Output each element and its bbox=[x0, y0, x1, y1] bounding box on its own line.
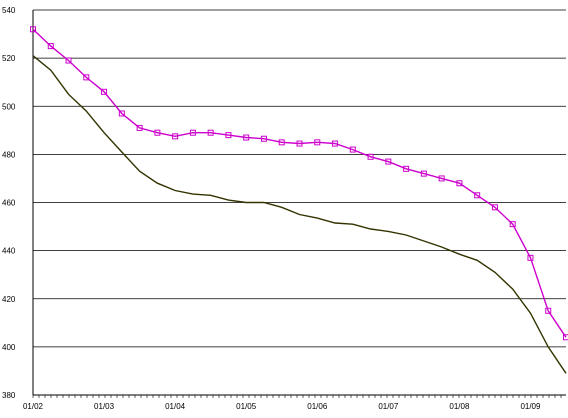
point-marker bbox=[30, 26, 36, 33]
y-tick-label: 460 bbox=[2, 199, 16, 208]
series-line bbox=[32, 55, 567, 374]
point-marker bbox=[225, 132, 232, 139]
point-marker bbox=[385, 158, 392, 165]
x-tick-label: 01/02 bbox=[23, 402, 44, 411]
point-marker bbox=[403, 165, 410, 172]
x-tick-label: 01/09 bbox=[520, 402, 541, 411]
point-marker bbox=[367, 153, 374, 160]
point-marker bbox=[474, 192, 481, 199]
point-marker bbox=[438, 175, 445, 182]
point-marker bbox=[332, 140, 339, 147]
point-marker bbox=[491, 204, 498, 211]
point-marker bbox=[563, 334, 568, 341]
x-tick-label: 01/03 bbox=[94, 402, 115, 411]
point-marker bbox=[47, 43, 54, 50]
y-tick-label: 420 bbox=[2, 295, 16, 304]
point-marker bbox=[154, 129, 161, 136]
series-line bbox=[32, 28, 567, 338]
point-marker bbox=[136, 124, 143, 131]
y-tick-label: 540 bbox=[2, 6, 16, 15]
point-marker bbox=[296, 140, 303, 147]
point-marker bbox=[420, 170, 427, 177]
point-marker bbox=[527, 254, 534, 261]
point-marker bbox=[243, 134, 250, 141]
point-marker bbox=[207, 129, 214, 136]
y-tick-label: 400 bbox=[2, 343, 16, 352]
y-tick-label: 500 bbox=[2, 102, 16, 111]
y-tick-label: 380 bbox=[2, 391, 16, 400]
point-marker bbox=[456, 180, 463, 187]
point-marker bbox=[118, 110, 125, 117]
x-tick-label: 01/06 bbox=[307, 402, 328, 411]
point-marker bbox=[314, 139, 321, 146]
point-marker bbox=[260, 135, 267, 142]
y-tick-label: 440 bbox=[2, 247, 16, 256]
point-marker bbox=[349, 146, 356, 153]
x-tick-label: 01/05 bbox=[236, 402, 257, 411]
point-marker bbox=[101, 88, 108, 95]
y-tick-label: 480 bbox=[2, 150, 16, 159]
x-tick-label: 01/08 bbox=[449, 402, 470, 411]
x-tick-label: 01/04 bbox=[165, 402, 186, 411]
point-marker bbox=[509, 221, 516, 228]
point-marker bbox=[278, 139, 285, 146]
point-marker bbox=[172, 133, 179, 140]
point-marker bbox=[189, 129, 196, 136]
point-marker bbox=[83, 74, 90, 81]
point-marker bbox=[545, 307, 552, 314]
point-marker bbox=[65, 57, 72, 64]
x-tick-label: 01/07 bbox=[378, 402, 399, 411]
y-tick-label: 520 bbox=[2, 54, 16, 63]
